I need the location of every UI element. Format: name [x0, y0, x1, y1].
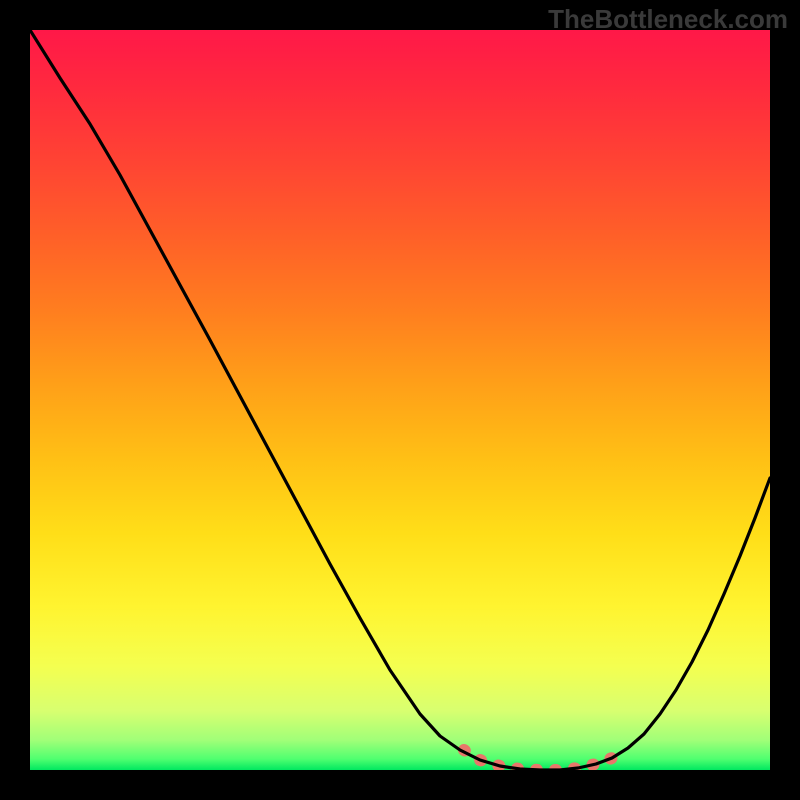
plot-area	[30, 30, 770, 770]
curve-layer	[30, 30, 770, 770]
highlight-segment	[464, 749, 626, 770]
chart-container: TheBottleneck.com	[0, 0, 800, 800]
bottleneck-curve	[30, 30, 770, 770]
watermark-text: TheBottleneck.com	[548, 4, 788, 35]
